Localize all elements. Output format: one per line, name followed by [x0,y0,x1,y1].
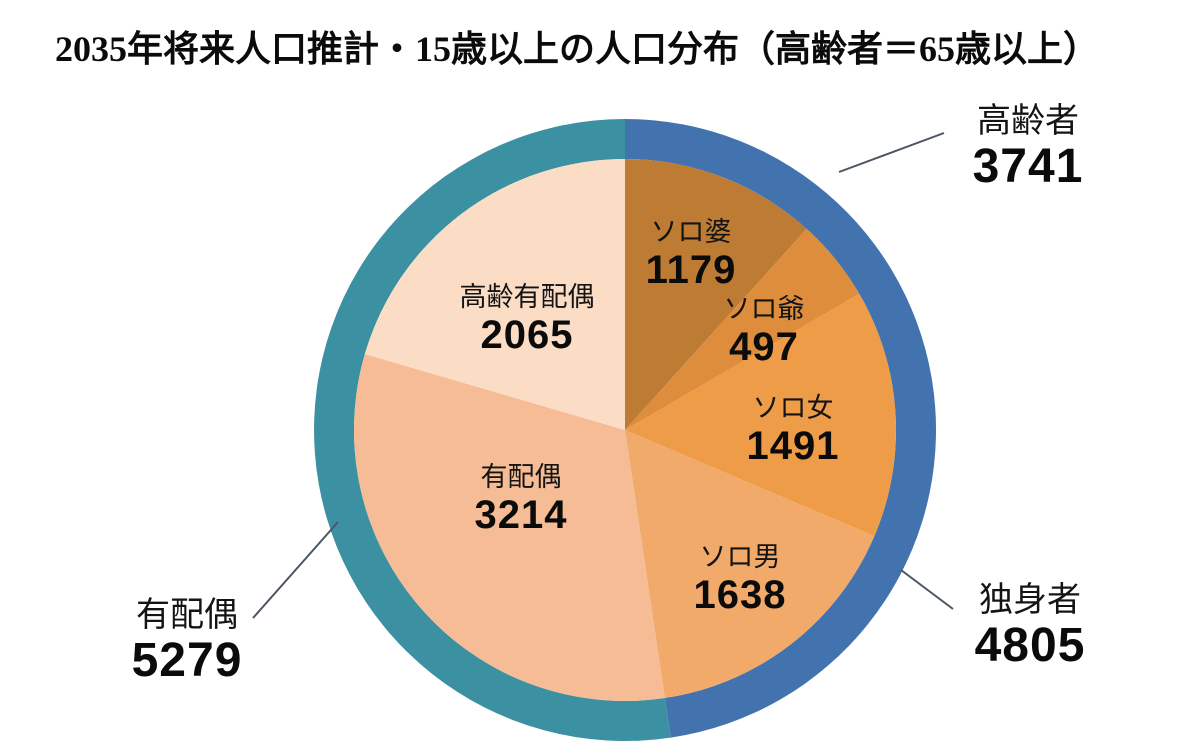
slice-label-yuhaigu: 有配偶 3214 [475,461,568,537]
slice-value: 2065 [480,313,574,357]
inner-pie [354,158,896,701]
slice-value: 3214 [474,493,568,537]
slice-name: ソロ婆 [650,217,732,247]
slice-value: 497 [729,325,799,369]
slice-name: ソロ爺 [723,294,805,324]
slice-label-korei-yuhaigu: 高齢有配偶 2065 [460,281,595,357]
callout-name: 高齢者 [977,102,1079,140]
slice-label-solo-otoko: ソロ男 1638 [694,541,787,617]
callout-yuhaigu: 有配偶 5279 [132,595,243,687]
pie-slice-2 [625,293,896,537]
pie-slice-3 [625,430,875,699]
callout-value: 4805 [974,619,1086,672]
chart-title: 2035年将来人口推計・15歳以上の人口分布（高齢者＝65歳以上） [54,29,1100,69]
callout-value: 3741 [972,140,1084,193]
slice-label-solo-onna: ソロ女 1491 [747,392,840,468]
leader-line-dokushin [900,569,954,610]
slice-name: 有配偶 [480,462,562,492]
leader-line-korei [838,132,945,173]
callout-dokushin: 独身者 4805 [975,580,1086,672]
leader-line-yuhaigu [252,521,339,619]
callout-korei: 高齢者 3741 [973,101,1084,193]
slice-label-solo-baa: ソロ婆 1179 [646,216,737,292]
pie-slice-5 [364,158,625,430]
slice-value: 1179 [645,248,737,292]
pie-slice-1 [625,228,860,430]
slice-name: ソロ女 [752,393,834,423]
slice-label-solo-jii: ソロ爺 497 [724,293,805,369]
callout-name: 有配偶 [136,596,238,634]
slice-name: ソロ男 [699,542,781,572]
callout-name: 独身者 [979,581,1081,619]
slice-name: 高齢有配偶 [459,282,595,312]
ring-segment-0 [625,119,937,738]
pie-slice-4 [354,354,665,701]
slice-value: 1491 [746,424,840,468]
outer-ring [314,119,937,742]
callout-value: 5279 [131,634,243,687]
pie-slice-0 [625,159,807,430]
slice-value: 1638 [693,573,787,617]
